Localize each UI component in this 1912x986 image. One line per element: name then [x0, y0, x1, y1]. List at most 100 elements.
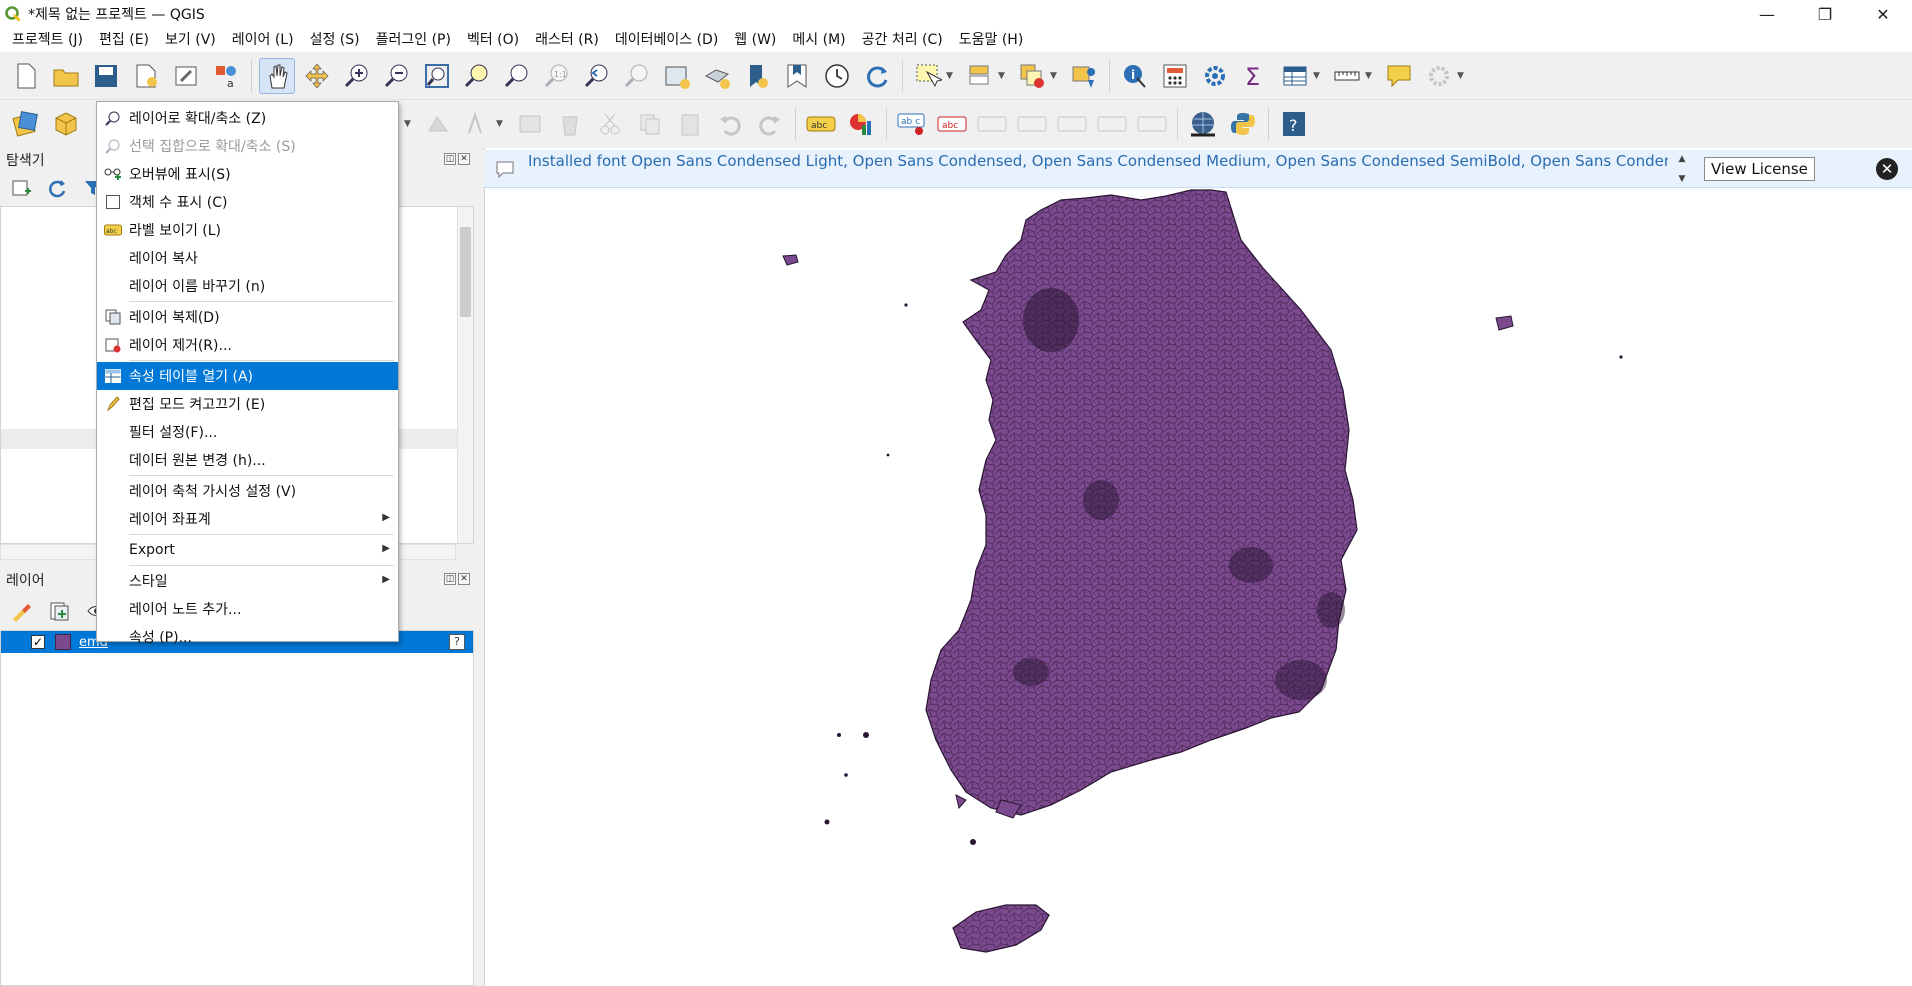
menu-toggle-editing[interactable]: 편집 모드 켜고끄기 (E)	[97, 390, 398, 418]
open-field-calculator-icon[interactable]	[1157, 58, 1193, 94]
layers-tree[interactable]: ✓ emd ?	[0, 630, 474, 986]
menu-scale-visibility[interactable]: 레이어 축척 가시성 설정 (V)	[97, 477, 398, 505]
chevron-down-icon[interactable]: ▼	[1050, 70, 1057, 81]
menu-export[interactable]: Export ▶	[97, 536, 398, 564]
copy-icon[interactable]	[632, 106, 668, 142]
zoom-in-icon[interactable]	[339, 58, 375, 94]
zoom-next-icon[interactable]	[619, 58, 655, 94]
vertex-tool-icon[interactable]	[420, 106, 456, 142]
menu-project[interactable]: 프로젝트 (J)	[12, 32, 84, 48]
layer-diagram-icon[interactable]	[843, 106, 879, 142]
menu-add-layer-notes[interactable]: 레이어 노트 추가...	[97, 595, 398, 623]
actions-icon[interactable]	[1421, 58, 1457, 94]
refresh-icon[interactable]	[859, 58, 895, 94]
layer-labeling-icon[interactable]: abc	[803, 106, 839, 142]
style-manager-icon[interactable]: a	[208, 58, 244, 94]
chevron-down-icon[interactable]: ▼	[496, 119, 503, 129]
statistical-summary-icon[interactable]: Σ	[1237, 58, 1273, 94]
menu-database[interactable]: 데이터베이스 (D)	[614, 32, 719, 48]
chevron-down-icon[interactable]: ▼	[1457, 70, 1464, 81]
new-map-view-icon[interactable]	[659, 58, 695, 94]
menu-copy-layer[interactable]: 레이어 복사	[97, 244, 398, 272]
save-project-icon[interactable]	[88, 58, 124, 94]
chevron-down-icon[interactable]: ▼	[1365, 70, 1372, 81]
new-project-icon[interactable]	[8, 58, 44, 94]
menu-view[interactable]: 보기 (V)	[165, 32, 216, 48]
menu-styles[interactable]: 스타일 ▶	[97, 567, 398, 595]
modify-attributes-icon[interactable]	[460, 106, 496, 142]
undo-icon[interactable]	[712, 106, 748, 142]
zoom-to-layer-icon[interactable]	[499, 58, 535, 94]
menu-web[interactable]: 웹 (W)	[734, 32, 777, 48]
panel-splitter[interactable]	[476, 148, 484, 986]
zoom-to-selection-icon[interactable]	[459, 58, 495, 94]
measure-line-icon[interactable]	[1329, 58, 1365, 94]
identify-features-icon[interactable]: i	[1117, 58, 1153, 94]
zoom-last-icon[interactable]	[579, 58, 615, 94]
zoom-full-icon[interactable]	[419, 58, 455, 94]
menu-show-in-overview[interactable]: 오버뷰에 표시(S)	[97, 160, 398, 188]
scrollbar-thumb[interactable]	[460, 227, 471, 317]
layer-symbol-swatch[interactable]	[55, 634, 71, 650]
select-features-icon[interactable]	[910, 58, 946, 94]
save-as-icon[interactable]	[128, 58, 164, 94]
zoom-out-icon[interactable]	[379, 58, 415, 94]
add-selected-layers-icon[interactable]	[8, 175, 34, 201]
redo-icon[interactable]	[752, 106, 788, 142]
chevron-up-icon[interactable]: ▲	[1678, 153, 1686, 164]
refresh-icon[interactable]	[44, 175, 70, 201]
menu-remove-layer[interactable]: 레이어 제거(R)...	[97, 331, 398, 359]
show-bookmarks-icon[interactable]	[779, 58, 815, 94]
chevron-down-icon[interactable]: ▼	[404, 119, 411, 129]
menu-zoom-to-selection[interactable]: 선택 집합으로 확대/축소 (S)	[97, 132, 398, 160]
menu-rename-layer[interactable]: 레이어 이름 바꾸기 (n)	[97, 272, 398, 300]
map-canvas[interactable]	[484, 148, 1912, 986]
pan-to-selection-icon[interactable]	[299, 58, 335, 94]
deselect-all-icon[interactable]	[1014, 58, 1050, 94]
layer-visibility-checkbox[interactable]: ✓	[31, 635, 45, 649]
float-panel-icon[interactable]: ◫	[444, 153, 456, 165]
browser-vertical-scrollbar[interactable]	[457, 207, 473, 543]
delete-selected-icon[interactable]	[552, 106, 588, 142]
close-window-button[interactable]: ✕	[1876, 4, 1890, 24]
map-tips-icon[interactable]	[1381, 58, 1417, 94]
add-group-icon[interactable]	[46, 598, 72, 624]
menu-vector[interactable]: 벡터 (O)	[466, 32, 520, 48]
menu-settings[interactable]: 설정 (S)	[309, 32, 360, 48]
layer-help-icon[interactable]: ?	[449, 634, 465, 650]
menu-help[interactable]: 도움말 (H)	[958, 32, 1024, 48]
chevron-down-icon[interactable]: ▼	[946, 70, 953, 81]
chevron-down-icon[interactable]: ▼	[1313, 70, 1320, 81]
menu-show-labels[interactable]: abc 라벨 보이기 (L)	[97, 216, 398, 244]
select-location-icon[interactable]	[1066, 58, 1102, 94]
label-properties-icon[interactable]	[1134, 106, 1170, 142]
view-license-button[interactable]: View License	[1704, 156, 1815, 181]
globe-plugin-icon[interactable]	[1185, 106, 1221, 142]
menu-raster[interactable]: 래스터 (R)	[535, 32, 599, 48]
new-bookmark-icon[interactable]	[739, 58, 775, 94]
open-attribute-table-icon[interactable]	[1277, 58, 1313, 94]
close-message-button[interactable]: ✕	[1876, 158, 1898, 180]
change-label-icon[interactable]	[1094, 106, 1130, 142]
chevron-down-icon[interactable]: ▼	[998, 70, 1005, 81]
open-project-icon[interactable]	[48, 58, 84, 94]
rotate-label-icon[interactable]	[1054, 106, 1090, 142]
help-icon[interactable]: ?	[1276, 106, 1312, 142]
python-console-icon[interactable]	[1225, 106, 1261, 142]
layer-styling-icon[interactable]	[8, 598, 34, 624]
pan-hand-icon[interactable]	[259, 57, 295, 94]
menu-show-feature-count[interactable]: 객체 수 표시 (C)	[97, 188, 398, 216]
move-label-icon[interactable]	[974, 106, 1010, 142]
menu-edit[interactable]: 편집 (E)	[99, 32, 150, 48]
menu-processing[interactable]: 공간 처리 (C)	[861, 32, 943, 48]
menu-properties[interactable]: 속성 (P)...	[97, 623, 398, 651]
processing-toolbox-icon[interactable]	[1197, 58, 1233, 94]
data-source-manager-icon[interactable]	[8, 106, 44, 142]
edit-table-icon[interactable]	[512, 106, 548, 142]
paste-icon[interactable]	[672, 106, 708, 142]
menu-mesh[interactable]: 메시 (M)	[792, 32, 846, 48]
minimize-button[interactable]: —	[1759, 4, 1775, 24]
new-3d-view-icon[interactable]	[699, 58, 735, 94]
menu-layer-crs[interactable]: 레이어 좌표계 ▶	[97, 505, 398, 533]
temporal-controller-icon[interactable]	[819, 58, 855, 94]
